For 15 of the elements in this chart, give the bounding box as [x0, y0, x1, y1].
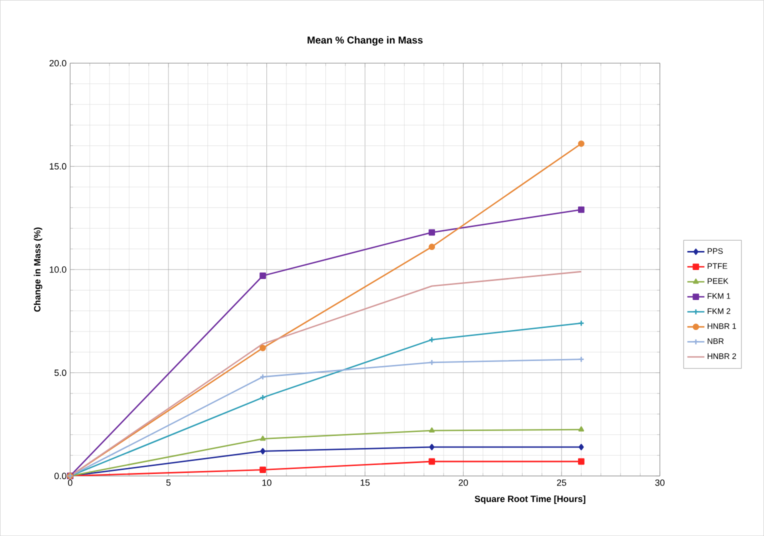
x-tick-label: 0 — [68, 479, 72, 486]
y-tick-label: 0.0 — [54, 472, 66, 480]
y-tick-label: 5.0 — [54, 370, 66, 376]
x-tick-label: 10 — [262, 479, 272, 486]
x-tick-label: 20 — [458, 479, 468, 486]
y-tick-label: 10.0 — [50, 266, 66, 273]
x-tick-label: 25 — [557, 479, 566, 486]
x-tick-label: 5 — [166, 479, 171, 486]
y-tick-label: 20.0 — [50, 60, 66, 66]
y-tick-label: 15.0 — [50, 163, 66, 170]
x-axis-title: Square Root Time [Hours] — [474, 495, 586, 504]
x-tick-label: 30 — [655, 479, 665, 486]
chart-title: Mean % Change in Mass — [308, 36, 423, 46]
y-axis-title: Change in Mass (%) — [34, 227, 42, 312]
x-tick-label: 15 — [360, 479, 370, 486]
